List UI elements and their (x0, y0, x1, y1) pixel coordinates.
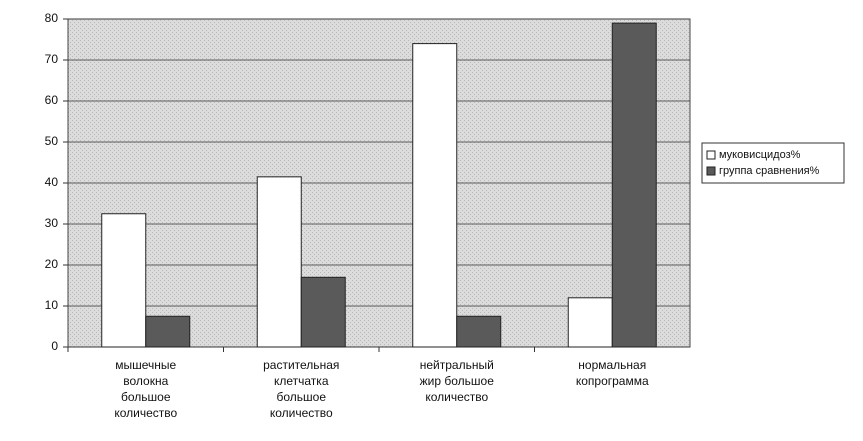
x-tick-label: нейтральный (420, 358, 494, 372)
y-tick-label: 60 (45, 93, 59, 107)
bar (412, 43, 458, 348)
legend-swatch (706, 150, 716, 160)
x-tick-label: большое (276, 390, 326, 404)
y-tick-label: 0 (51, 339, 58, 353)
legend-box (701, 142, 845, 184)
x-tick-label: клетчатка (274, 374, 329, 388)
x-tick-label: копрограмма (576, 374, 649, 388)
x-tick-label: большое (121, 390, 171, 404)
x-tick-label: жир большое (420, 374, 495, 388)
y-tick-label: 80 (45, 11, 59, 25)
x-tick-label: мышечные (115, 358, 176, 372)
legend-label: муковисцидоз% (719, 149, 801, 161)
bar (145, 315, 191, 348)
y-tick-label: 40 (45, 175, 59, 189)
bar (101, 213, 147, 348)
x-tick-label: количество (270, 406, 333, 420)
x-tick-label: количество (425, 390, 488, 404)
x-tick-label: количество (114, 406, 177, 420)
x-tick-label: растительная (263, 358, 339, 372)
y-tick-label: 30 (45, 216, 59, 230)
y-tick-label: 50 (45, 134, 59, 148)
bar (456, 315, 502, 348)
x-tick-label: нормальная (578, 358, 646, 372)
x-tick-label: волокна (123, 374, 168, 388)
bar (300, 276, 346, 348)
legend-swatch (706, 166, 716, 176)
legend-label: группа сравнения% (719, 165, 820, 177)
y-tick-label: 20 (45, 257, 59, 271)
bar (256, 176, 302, 348)
bar (611, 22, 657, 348)
bar (567, 297, 613, 348)
y-tick-label: 70 (45, 52, 59, 66)
y-tick-label: 10 (45, 298, 59, 312)
